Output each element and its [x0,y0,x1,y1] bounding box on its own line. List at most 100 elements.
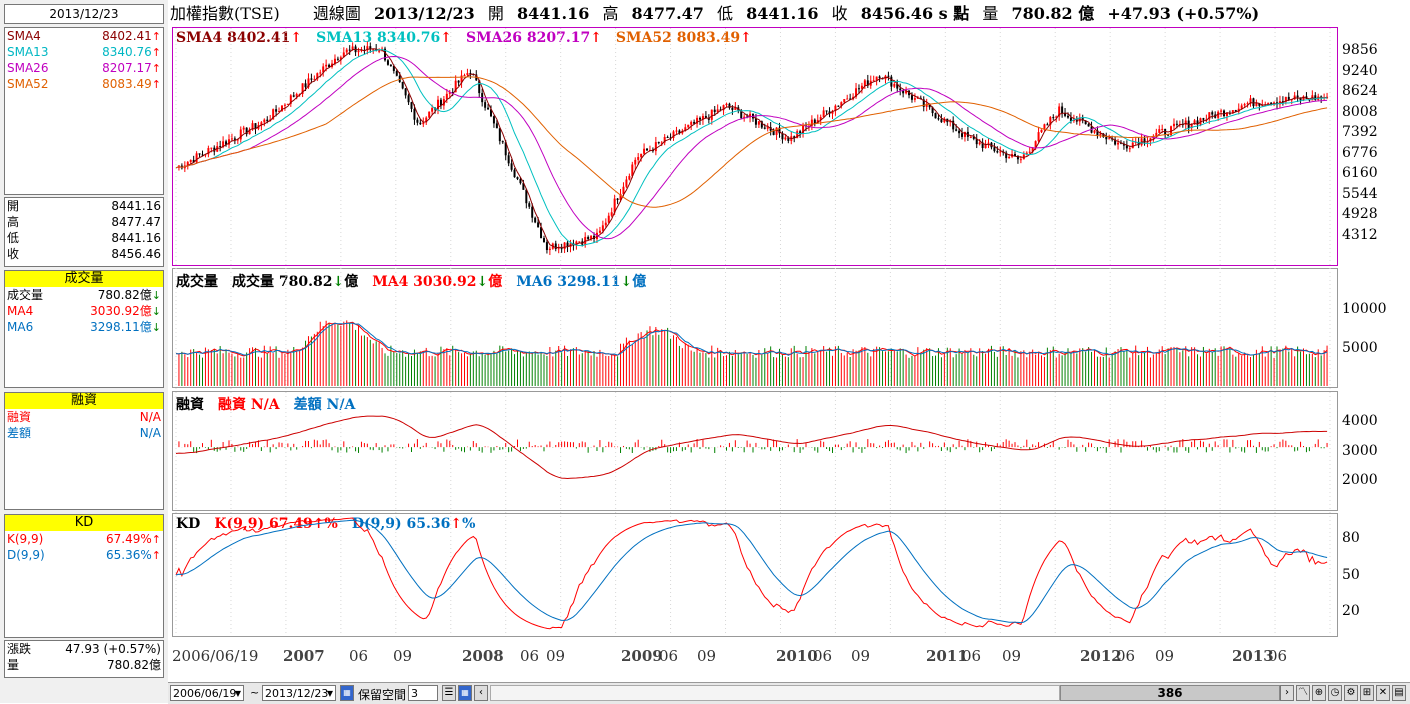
kd-axis-label: 20 [1342,603,1360,619]
x-axis-label: 09 [697,647,717,665]
kd-legend-item: K(9,9) 67.49↑% [214,516,338,532]
price-axis-label: 8008 [1342,103,1378,120]
kd-panel[interactable]: KD K(9,9) 67.49↑% D(9,9) 65.36↑% [172,513,1338,637]
reserve-space-label: 保留空間 [358,688,407,702]
change-value: 780.82億 [107,658,161,672]
header-close: 收 8456.46 s 點 [832,4,970,23]
margin-legend-item: 融資 [176,397,204,413]
sma-rows: SMA4 8402.41↑ SMA13 8340.76↑ SMA26 8207.17↑ SM… [5,28,163,92]
split-icon[interactable]: ⊞ [1360,685,1374,701]
arrow-down-icon: ↓ [332,274,345,290]
volume-legend-unit: 億 [632,274,647,290]
scroll-left-icon[interactable]: ‹ [474,685,488,701]
volume-panel[interactable]: 成交量 成交量 780.82↓億 MA4 3030.92↓億 MA6 3298.11↓… [172,268,1338,388]
close-icon[interactable]: ✕ [1376,685,1390,701]
date-range-tilde: ~ [250,686,260,699]
save-icon[interactable]: ▤ [1392,685,1406,701]
header-volume-label: 量 [982,4,999,23]
x-axis-label: 06 [813,647,833,665]
change-rows: 漲跌 47.93 (+0.57%) 量 780.82億 [5,641,163,673]
reserve-space-input[interactable]: 3 [408,685,438,701]
arrow-down-icon: ↓ [151,289,161,302]
zoom-in-icon[interactable]: ⊕ [1312,685,1326,701]
volume-axis-label: 10000 [1342,301,1387,317]
ohlc-value: 8456.46 [111,247,161,261]
arrow-up-icon: ↑ [151,533,161,546]
left-info-panel: 2013/12/23 SMA4 8402.41↑ SMA13 8340.76↑ SMA2… [0,0,168,703]
sma-row: SMA4 8402.41↑ [5,28,163,44]
change-name: 漲跌 [7,642,32,656]
x-axis-label: 09 [1155,647,1175,665]
kd-rows: K(9,9) 67.49%↑ D(9,9) 65.36%↑ [5,531,163,563]
header-chart-type: 週線圖 [312,4,361,23]
ohlc-box: 開 8441.16 高 8477.47 低 8441.16 收 8456.46 [4,197,164,267]
scroll-right-icon[interactable]: › [1280,685,1294,701]
margin-panel[interactable]: 融資 融資 N/A 差額 N/A [172,391,1338,511]
start-date-select[interactable]: 2006/06/19 ▼ [170,685,244,701]
volume-legend-item: 成交量 780.82↓億 [232,274,359,290]
kd-axis-label: 50 [1342,566,1360,583]
arrow-up-icon: ↑ [450,516,463,532]
margin-axis-label: 4000 [1342,413,1378,429]
header-low-label: 低 [717,4,734,23]
arrow-up-icon: ↑ [151,549,161,562]
volume-name: MA4 [7,304,34,318]
volume-box-title: 成交量 [5,271,163,287]
arrow-down-icon: ↓ [620,274,633,290]
price-panel[interactable]: SMA4 8402.41↑ SMA13 8340.76↑ SMA26 8207.17… [172,27,1338,266]
kd-box-title: KD [5,515,163,531]
kd-value: 67.49%↑ [106,532,161,546]
volume-box: 成交量 成交量 780.82億↓ MA4 3030.92億↓ MA6 3298.11億↓ [4,270,164,388]
ohlc-rows: 開 8441.16 高 8477.47 低 8441.16 收 8456.46 [5,198,163,262]
ohlc-name: 低 [7,231,20,245]
header-date: 2013/12/23 [374,4,475,23]
arrow-up-icon: ↑ [290,30,303,46]
x-axis-label: 2012 [1080,647,1122,665]
reserve-space-value: 3 [411,687,418,700]
kd-name: K(9,9) [7,532,44,546]
sma-value: 8083.49↑ [102,77,161,91]
margin-legend-item: 融資 N/A [218,397,280,413]
margin-legend-item: 差額 N/A [293,397,356,413]
x-axis-label: 2006/06/19 [172,647,259,665]
header-open-label: 開 [487,4,504,23]
margin-rows: 融資 N/A 差額 N/A [5,409,163,441]
header-low-value: 8441.16 [746,4,819,23]
x-axis-label: 2007 [283,647,325,665]
scroll-thumb[interactable]: 386 [1060,685,1280,701]
end-date-select[interactable]: 2013/12/23 ▼ [262,685,336,701]
price-axis-label: 5544 [1342,185,1378,202]
price-axis-label: 6776 [1342,144,1378,161]
kd-axis-label: 80 [1342,530,1360,546]
margin-row: 差額 N/A [5,425,163,441]
volume-legend-item: MA6 3298.11↓億 [516,274,647,290]
ohlc-row: 收 8456.46 [5,246,163,262]
price-legend: SMA4 8402.41↑ SMA13 8340.76↑ SMA26 8207.17… [176,30,766,46]
end-date-value: 2013/12/23 [265,687,329,700]
ohlc-name: 高 [7,215,20,229]
scroll-track[interactable] [490,685,1060,701]
sma-name: SMA4 [7,29,41,43]
chevron-down-icon: ▼ [234,689,241,698]
spin-icon[interactable]: ☰ [442,685,456,701]
clock-icon[interactable]: ◷ [1328,685,1342,701]
settings-icon[interactable]: ⚙ [1344,685,1358,701]
table-icon[interactable]: ▦ [458,685,472,701]
volume-legend-item: 成交量 [176,274,218,290]
sma-box: SMA4 8402.41↑ SMA13 8340.76↑ SMA26 8207.17↑ SM… [4,27,164,195]
volume-row: 成交量 780.82億↓ [5,287,163,303]
volume-value: 3030.92億↓ [90,304,161,318]
x-axis-label: 2008 [462,647,504,665]
price-axis-label: 4312 [1342,226,1378,243]
ohlc-row: 高 8477.47 [5,214,163,230]
arrow-up-icon: ↑ [151,78,161,91]
margin-row: 融資 N/A [5,409,163,425]
left-date-text: 2013/12/23 [49,7,119,21]
change-name: 量 [7,658,20,672]
apply-icon[interactable]: ▦ [340,685,354,701]
arrow-up-icon: ↑ [440,30,453,46]
price-axis-label: 7392 [1342,124,1378,140]
x-axis-label: 09 [393,647,413,665]
chart-type-icon[interactable]: 〽 [1296,685,1310,701]
volume-legend-unit: 億 [344,274,359,290]
